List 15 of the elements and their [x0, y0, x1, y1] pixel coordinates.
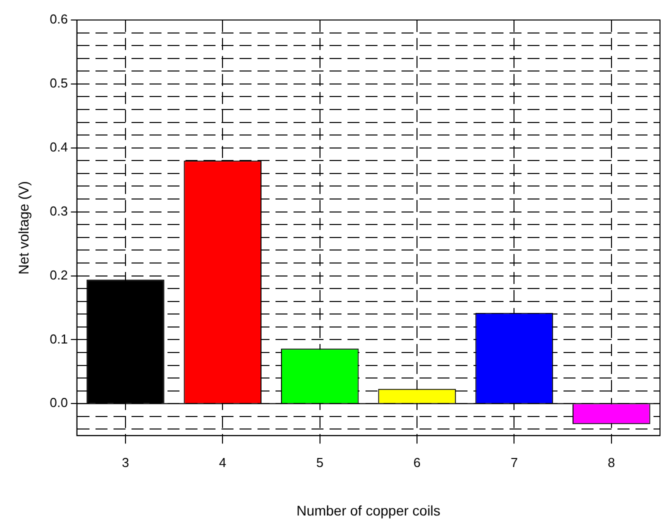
x-tick-label: 4: [219, 454, 226, 470]
x-axis-title: Number of copper coils: [296, 502, 440, 518]
x-tick-label: 7: [510, 454, 518, 470]
text: 0.0: [50, 395, 68, 410]
y-tick-label: 0.3: [50, 203, 68, 218]
x-tick-label: 5: [316, 454, 324, 470]
y-tick-label: 0.4: [50, 139, 68, 154]
x-tick-label: 8: [608, 454, 616, 470]
x-tick-label: 6: [413, 454, 421, 470]
y-tick-label: 0.2: [50, 267, 68, 282]
x-tick-label: 3: [122, 454, 130, 470]
y-tick-label: 0.5: [50, 76, 68, 91]
y-axis-title: Net voltage (V): [15, 181, 32, 274]
y-tick-label: 0.1: [50, 331, 68, 346]
y-tick-label: 0.6: [50, 12, 68, 27]
